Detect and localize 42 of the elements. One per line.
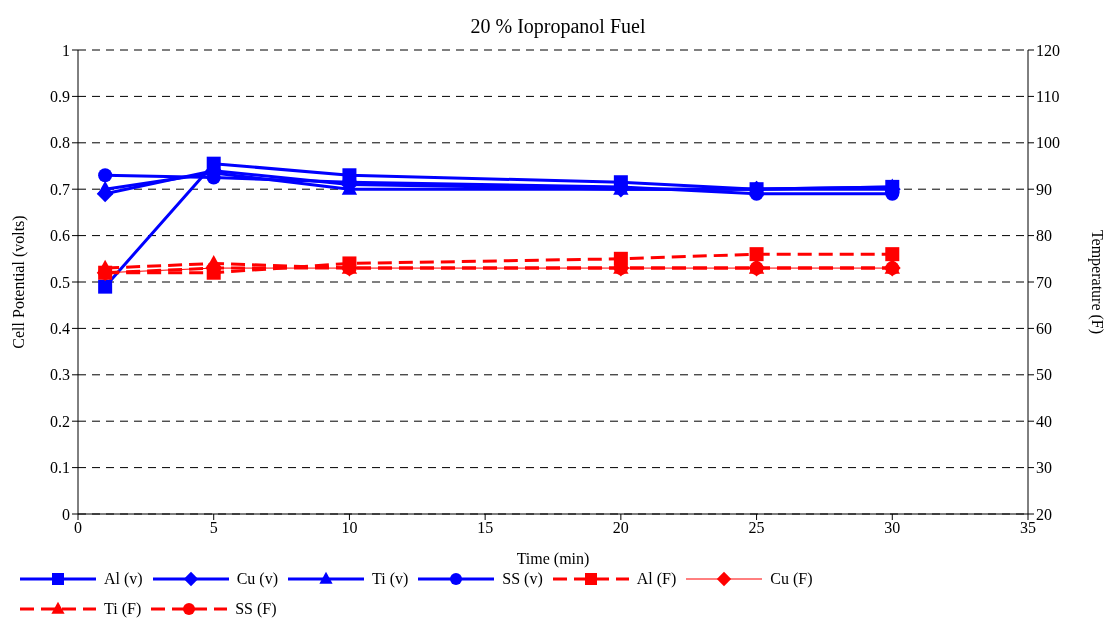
x-axis-title: Time (min) <box>516 550 590 568</box>
y2-tick-label: 20 <box>1036 505 1052 523</box>
x-tick-label: 5 <box>209 519 218 537</box>
y2-tick-label: 40 <box>1036 412 1052 430</box>
legend-label: Ti (F) <box>104 600 142 618</box>
y2-tick-label: 60 <box>1036 320 1052 338</box>
y-tick-label: 0.4 <box>50 320 70 338</box>
y-tick-label: 0.1 <box>50 459 70 477</box>
x-tick-label: 30 <box>884 519 901 537</box>
y2-axis-title: Temperature (F) <box>1088 229 1107 335</box>
legend-label: Al (F) <box>636 570 677 588</box>
y2-tick-label: 90 <box>1036 180 1052 198</box>
legend-label: Cu (F) <box>770 570 813 588</box>
y-tick-label: 0.9 <box>50 88 70 106</box>
legend-label: Al (v) <box>104 570 143 588</box>
y-tick-label: 1 <box>62 41 70 59</box>
y2-tick-label: 30 <box>1036 459 1052 477</box>
y-tick-label: 0.2 <box>50 412 70 430</box>
y-tick-label: 0.8 <box>50 134 70 152</box>
x-tick-label: 0 <box>74 519 82 537</box>
y-tick-label: 0 <box>62 505 70 523</box>
y-axis-title: Cell Potential (volts) <box>9 215 28 349</box>
x-tick-label: 25 <box>748 519 765 537</box>
y2-tick-label: 120 <box>1036 41 1060 59</box>
y-tick-label: 0.7 <box>50 180 70 198</box>
y2-tick-label: 70 <box>1036 273 1052 291</box>
chart-title: 20 % Iopropanol Fuel <box>470 15 646 37</box>
y-tick-label: 0.3 <box>50 366 70 384</box>
x-tick-label: 35 <box>1020 519 1036 537</box>
y-tick-label: 0.5 <box>50 273 70 291</box>
y2-tick-label: 110 <box>1036 88 1060 106</box>
x-tick-label: 10 <box>341 519 358 537</box>
y2-tick-label: 100 <box>1036 134 1060 152</box>
y2-tick-label: 80 <box>1036 227 1052 245</box>
x-tick-label: 20 <box>612 519 629 537</box>
legend-label: Ti (v) <box>371 570 409 588</box>
legend-label: SS (v) <box>502 570 543 588</box>
y-tick-label: 0.6 <box>50 227 70 245</box>
legend-label: Cu (v) <box>236 570 278 588</box>
y2-tick-label: 50 <box>1036 366 1052 384</box>
x-tick-label: 15 <box>477 519 494 537</box>
legend-label: SS (F) <box>235 600 277 618</box>
